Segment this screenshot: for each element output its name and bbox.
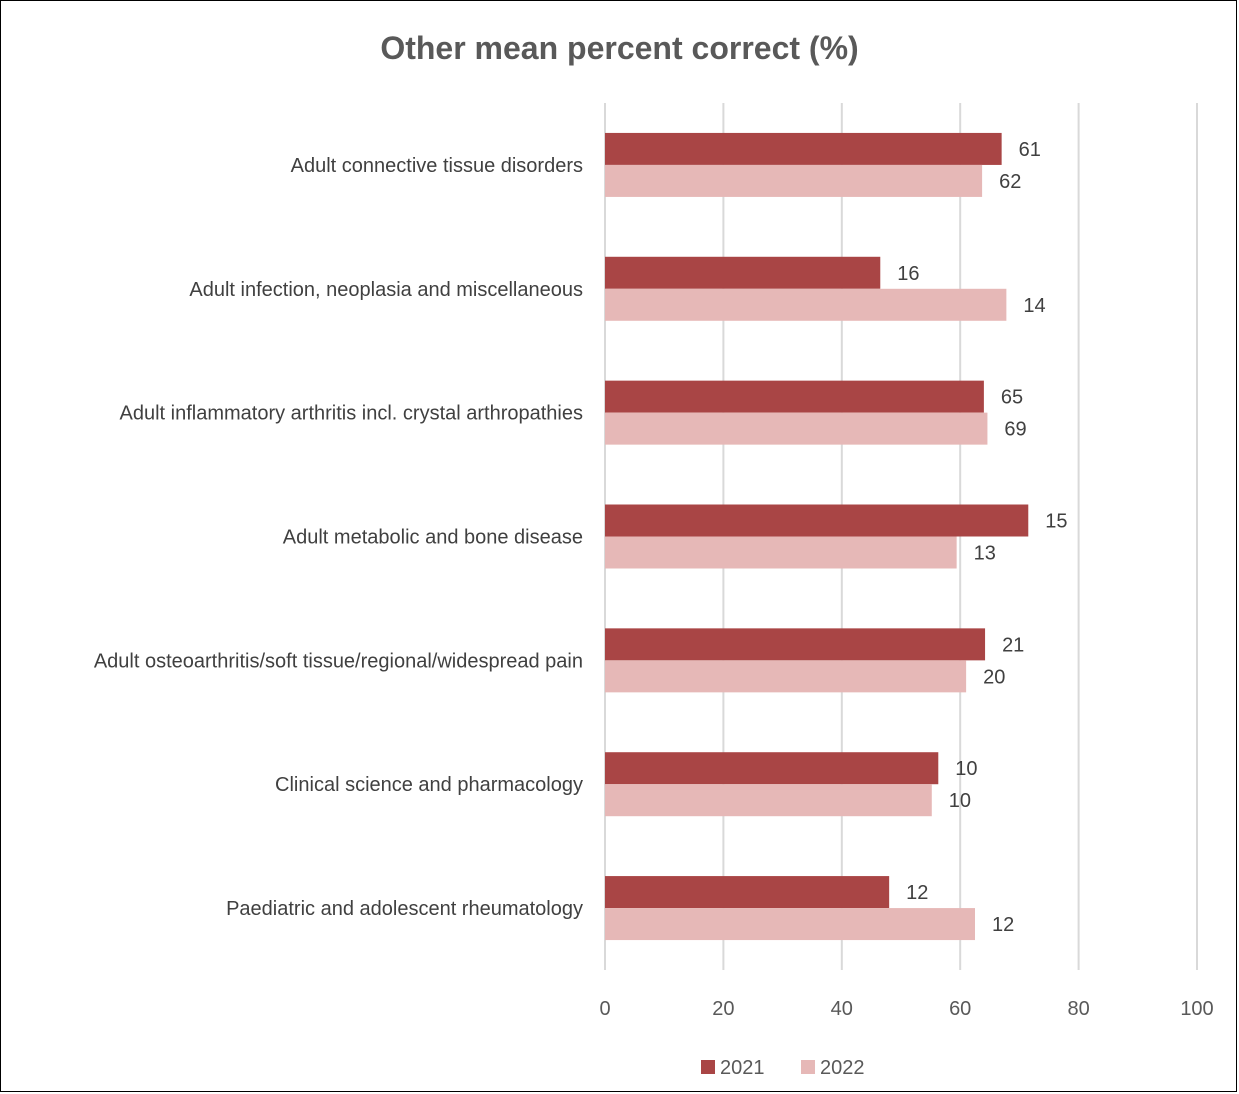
- tick-labels: 0 20 40 60 80 100: [599, 998, 1213, 1020]
- data-label: 61: [1019, 139, 1041, 161]
- data-labels: 61 62 16 14 65 69 15 13 21 20 10 10 12 12: [897, 139, 1067, 936]
- bar-2021: [605, 504, 1029, 537]
- bar-2022: [605, 784, 932, 817]
- bar-2021: [605, 380, 984, 413]
- data-label: 65: [1001, 387, 1023, 409]
- data-label: 13: [974, 543, 996, 565]
- x-tick-label: 100: [1180, 998, 1213, 1020]
- data-label: 16: [897, 263, 919, 285]
- bar-2021: [605, 256, 881, 289]
- category-label: Adult inflammatory arthritis incl. cryst…: [120, 403, 584, 425]
- data-label: 15: [1045, 511, 1067, 533]
- data-label: 10: [949, 790, 971, 812]
- bar-2021: [605, 752, 939, 785]
- category-label: Adult infection, neoplasia and miscellan…: [189, 279, 583, 301]
- x-tick-label: 60: [949, 998, 971, 1020]
- x-tick-label: 20: [712, 998, 734, 1020]
- bar-2022: [605, 164, 983, 197]
- data-label: 21: [1002, 634, 1024, 656]
- chart-title: Other mean percent correct (%): [380, 30, 859, 66]
- category-label: Adult metabolic and bone disease: [283, 527, 583, 549]
- legend-label: 2021: [720, 1057, 765, 1079]
- legend-swatch: [801, 1060, 815, 1074]
- category-label: Adult connective tissue disorders: [291, 155, 583, 177]
- legend: 2021 2022: [701, 1057, 865, 1079]
- data-label: 14: [1023, 295, 1045, 317]
- bar-2022: [605, 536, 957, 569]
- bar-2022: [605, 288, 1007, 321]
- category-label: Adult osteoarthritis/soft tissue/regiona…: [94, 650, 583, 672]
- bars: [605, 132, 1029, 941]
- legend-label: 2022: [820, 1057, 865, 1079]
- data-label: 69: [1004, 419, 1026, 441]
- bar-2022: [605, 908, 975, 941]
- data-label: 62: [999, 171, 1021, 193]
- x-tick-label: 80: [1067, 998, 1089, 1020]
- bar-2021: [605, 876, 890, 909]
- category-label: Clinical science and pharmacology: [275, 774, 583, 796]
- data-label: 20: [983, 666, 1005, 688]
- category-labels: Adult connective tissue disorders Adult i…: [94, 155, 583, 920]
- gridlines: [604, 103, 1198, 970]
- bar-2021: [605, 628, 986, 661]
- data-label: 12: [992, 914, 1014, 936]
- legend-swatch: [701, 1060, 715, 1074]
- data-label: 10: [955, 758, 977, 780]
- bar-2022: [605, 412, 988, 445]
- x-tick-label: 40: [831, 998, 853, 1020]
- category-label: Paediatric and adolescent rheumatology: [226, 898, 583, 920]
- x-tick-label: 0: [599, 998, 610, 1020]
- bar-2022: [605, 660, 967, 693]
- bar-2021: [605, 132, 1002, 165]
- data-label: 12: [906, 882, 928, 904]
